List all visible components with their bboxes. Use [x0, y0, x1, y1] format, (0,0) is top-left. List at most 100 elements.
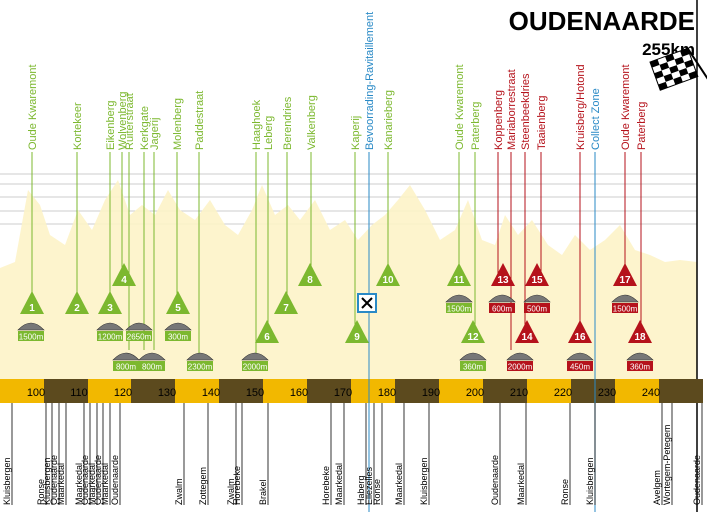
cobble-icon [523, 294, 551, 303]
town-name: Ellezelles [364, 466, 374, 505]
climb-number: 6 [264, 332, 270, 343]
finish-flag [649, 47, 707, 92]
km-bar-segment [659, 379, 703, 403]
climb-name: Paterberg [636, 102, 648, 150]
cobble-box [126, 331, 152, 341]
town-name: Brakel [258, 479, 268, 505]
km-bar-segment [307, 379, 351, 403]
cobble-box [165, 331, 191, 341]
cobble-length: 360m [463, 363, 483, 372]
town-name: Kluisbergen [42, 457, 52, 505]
town-name: Maarkedal [100, 463, 110, 505]
town-name: Ronse [36, 479, 46, 505]
cobble-length: 2000m [508, 363, 533, 372]
cobble-box [460, 361, 486, 371]
town-name: Ronse [372, 479, 382, 505]
climb-name: Kruisberg/Hotond [575, 64, 587, 150]
climb-marker [568, 320, 592, 343]
climb-marker [298, 263, 322, 286]
cobble-length: 2650m [127, 333, 152, 342]
climb-number: 9 [354, 332, 360, 343]
km-bar-segment [395, 379, 439, 403]
climb-number: 16 [574, 332, 586, 343]
climb-name: Oude Kwaremont [620, 64, 632, 150]
cobble-length: 1500m [613, 305, 638, 314]
km-bar-segment [483, 379, 527, 403]
cobble-length: 1200m [98, 333, 123, 342]
cobble-length: 800m [142, 363, 162, 372]
climb-name: Mariaborrestraat [506, 69, 518, 150]
climb-number: 12 [467, 332, 479, 343]
cobble-icon [611, 294, 639, 303]
climb-marker [461, 320, 485, 343]
climb-name: Kaperij [350, 116, 362, 150]
km-label: 140 [202, 387, 220, 399]
cobble-box [113, 361, 139, 371]
climb-name: Valkenberg [306, 95, 318, 150]
climb-number: 18 [634, 332, 646, 343]
climb-name: Collect Zone [590, 88, 602, 150]
climb-marker [98, 291, 122, 314]
cobble-icon [17, 322, 45, 331]
town-name: Haberg [356, 475, 366, 505]
town-name: Maarkedal [334, 463, 344, 505]
climb-marker [65, 291, 89, 314]
cobble-icon [445, 294, 473, 303]
town-name: Maarkedal [394, 463, 404, 505]
km-label: 230 [598, 387, 616, 399]
climb-marker [447, 263, 471, 286]
cobble-icon [186, 352, 214, 361]
town-name: Oudenaarde [93, 455, 103, 505]
town-name: Zwalm [226, 479, 236, 506]
climb-name: Koppenberg [493, 90, 505, 150]
climb-name: Eikenberg [105, 100, 117, 150]
profile-marks: 100 110 120 130 140 150 160 170 180 190 200 210 220 2… [0, 12, 703, 512]
climb-name: Ruiterstraat [124, 93, 136, 150]
town-name: Oudenaarde [490, 455, 500, 505]
climb-number: 17 [619, 275, 631, 286]
climb-marker [515, 320, 539, 343]
km-label: 130 [158, 387, 176, 399]
cobble-length: 2000m [243, 363, 268, 372]
cobble-icon [488, 294, 516, 303]
km-label: 160 [290, 387, 308, 399]
climb-name: Leberg [263, 116, 275, 150]
elevation-profile [0, 180, 697, 379]
climb-number: 5 [175, 303, 181, 314]
climb-number: 14 [521, 332, 533, 343]
town-name: Maarkedal [87, 463, 97, 505]
climb-number: 3 [107, 303, 113, 314]
cobble-icon [506, 352, 534, 361]
town-name: Oudenaarde [110, 455, 120, 505]
climb-number: 10 [382, 275, 394, 286]
km-bar-segment [219, 379, 263, 403]
cobble-length: 2300m [188, 363, 213, 372]
town-name: Avelgem [652, 470, 662, 505]
finish-title: OUDENAARDE [509, 6, 695, 36]
km-label: 200 [466, 387, 484, 399]
cobble-length: 360m [630, 363, 650, 372]
climb-number: 15 [531, 275, 543, 286]
cobble-icon [138, 352, 166, 361]
climb-name: Steenbeekdries [520, 73, 532, 150]
cobble-box [242, 361, 268, 371]
climb-marker [376, 263, 400, 286]
km-label: 240 [642, 387, 660, 399]
km-bar-segment [44, 379, 88, 403]
climb-marker [20, 291, 44, 314]
km-bar-segment [571, 379, 615, 403]
km-label: 220 [554, 387, 572, 399]
cobble-icon [626, 352, 654, 361]
town-name: Horebeke [232, 466, 242, 505]
town-name: Zottegem [198, 467, 208, 505]
km-label: 210 [510, 387, 528, 399]
km-label: 100 [27, 387, 45, 399]
climb-name: Oude Kwaremont [454, 64, 466, 150]
town-name: Kluisbergen [419, 457, 429, 505]
climb-number: 1 [29, 303, 35, 314]
cobble-box [567, 361, 593, 371]
climb-name: Paterberg [470, 102, 482, 150]
climb-number: 2 [74, 303, 80, 314]
km-label: 150 [246, 387, 264, 399]
